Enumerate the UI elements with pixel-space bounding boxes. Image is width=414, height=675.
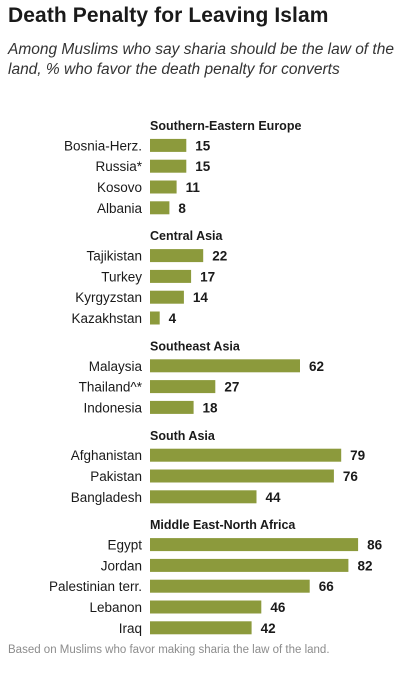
category-label: Bosnia-Herz. bbox=[64, 138, 142, 153]
category-label: Tajikistan bbox=[86, 249, 142, 264]
value-label: 82 bbox=[357, 558, 372, 573]
bar bbox=[150, 558, 349, 572]
bar-chart: Southern-Eastern Europe Bosnia-Herz. 15 Rus… bbox=[49, 119, 383, 636]
bar bbox=[150, 359, 300, 373]
bar bbox=[150, 538, 359, 552]
value-label: 11 bbox=[186, 180, 201, 195]
value-label: 42 bbox=[261, 621, 276, 636]
category-label: Palestinian terr. bbox=[49, 579, 142, 594]
value-label: 15 bbox=[195, 138, 211, 153]
group-header: South Asia bbox=[150, 429, 216, 443]
bar bbox=[150, 621, 252, 635]
bar bbox=[150, 249, 204, 263]
bar bbox=[150, 269, 192, 283]
value-label: 66 bbox=[319, 579, 335, 594]
category-label: Pakistan bbox=[90, 469, 142, 484]
category-label: Afghanistan bbox=[71, 448, 142, 463]
category-label: Kazakhstan bbox=[71, 311, 142, 326]
category-label: Albania bbox=[97, 201, 143, 216]
value-label: 14 bbox=[193, 290, 209, 305]
value-label: 44 bbox=[265, 490, 281, 505]
value-label: 62 bbox=[309, 359, 324, 374]
bar bbox=[150, 448, 342, 462]
value-label: 76 bbox=[343, 469, 359, 484]
value-label: 15 bbox=[195, 159, 211, 174]
value-label: 86 bbox=[367, 538, 383, 553]
bar bbox=[150, 159, 187, 173]
group-header: Southern-Eastern Europe bbox=[150, 119, 301, 133]
group-header: Central Asia bbox=[150, 229, 224, 243]
value-label: 22 bbox=[212, 249, 227, 264]
bar bbox=[150, 600, 262, 614]
value-label: 27 bbox=[224, 380, 239, 395]
category-label: Kyrgyzstan bbox=[75, 290, 142, 305]
source-note: Based on Muslims who favor making sharia… bbox=[8, 644, 330, 656]
bar bbox=[150, 201, 170, 215]
value-label: 46 bbox=[270, 600, 286, 615]
chart-subtitle: Among Muslims who say sharia should be t… bbox=[8, 41, 394, 78]
category-label: Turkey bbox=[101, 269, 142, 284]
category-label: Kosovo bbox=[97, 180, 142, 195]
bar bbox=[150, 290, 184, 304]
value-label: 4 bbox=[169, 311, 177, 326]
category-label: Iraq bbox=[119, 621, 142, 636]
category-label: Jordan bbox=[101, 558, 142, 573]
bar bbox=[150, 469, 334, 483]
value-label: 8 bbox=[178, 201, 186, 216]
category-label: Malaysia bbox=[89, 359, 143, 374]
bar bbox=[150, 180, 177, 194]
group-header: Southeast Asia bbox=[150, 339, 241, 353]
category-label: Bangladesh bbox=[71, 490, 142, 505]
category-label: Russia* bbox=[95, 159, 142, 174]
category-label: Indonesia bbox=[83, 400, 142, 415]
bar bbox=[150, 579, 310, 593]
group-header: Middle East-North Africa bbox=[150, 518, 296, 532]
bar bbox=[150, 311, 160, 325]
value-label: 18 bbox=[203, 400, 219, 415]
bar bbox=[150, 490, 257, 504]
bar bbox=[150, 380, 216, 394]
bar bbox=[150, 138, 187, 152]
chart-title: Death Penalty for Leaving Islam bbox=[8, 4, 329, 27]
category-label: Lebanon bbox=[89, 600, 142, 615]
category-label: Thailand^* bbox=[79, 380, 143, 395]
value-label: 17 bbox=[200, 269, 215, 284]
value-label: 79 bbox=[350, 448, 365, 463]
category-label: Egypt bbox=[107, 538, 142, 553]
bar bbox=[150, 400, 194, 414]
